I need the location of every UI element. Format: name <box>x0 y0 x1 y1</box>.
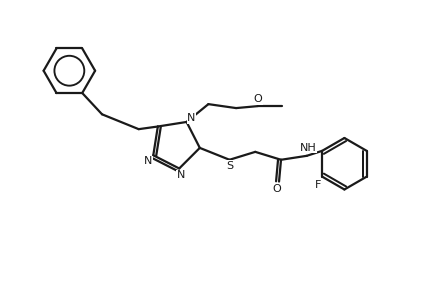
Text: NH: NH <box>299 143 316 153</box>
Text: O: O <box>273 183 281 194</box>
Text: N: N <box>187 113 196 123</box>
Text: F: F <box>315 180 321 190</box>
Text: N: N <box>177 171 185 180</box>
Text: O: O <box>254 94 262 104</box>
Text: N: N <box>144 156 152 166</box>
Text: S: S <box>226 161 233 171</box>
